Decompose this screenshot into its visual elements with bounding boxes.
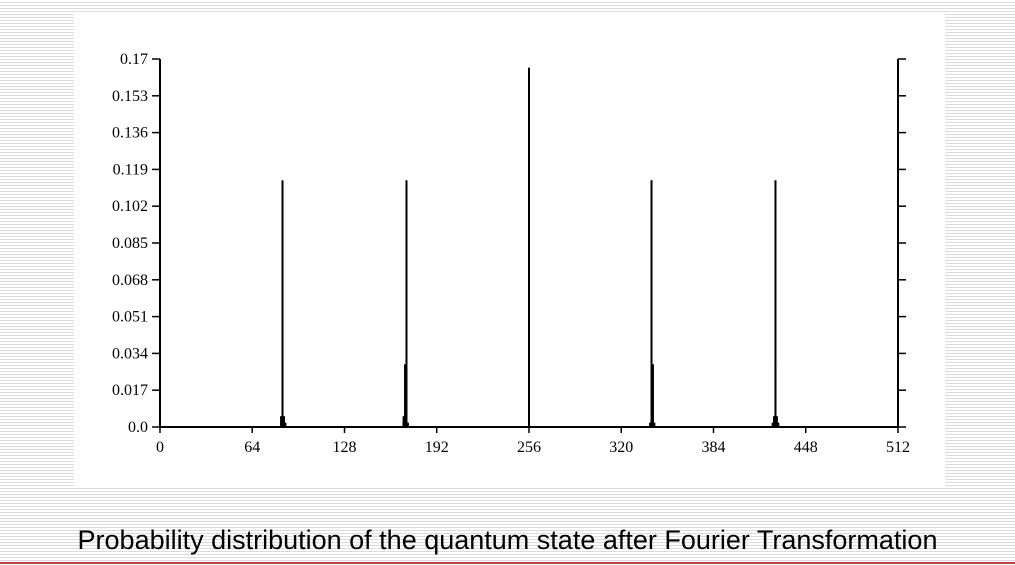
x-tick-label: 384 [702, 439, 726, 456]
bottom-rule [0, 562, 1015, 564]
y-tick-label: 0.051 [112, 309, 148, 326]
x-tick-label: 0 [156, 439, 164, 456]
y-tick-label: 0.102 [112, 198, 148, 215]
x-tick-label: 192 [425, 439, 449, 456]
x-tick-label: 512 [886, 439, 910, 456]
y-tick-label: 0.068 [112, 272, 148, 289]
x-tick-label: 320 [609, 439, 633, 456]
y-tick-label: 0.034 [112, 345, 148, 362]
y-tick-label: 0.17 [120, 51, 148, 68]
y-tick-label: 0.119 [113, 161, 148, 178]
probability-chart: 0.0 0.017 0.034 0.051 0.068 0.085 0.102 0.119 0.… [112, 51, 910, 456]
y-tick-label: 0.085 [112, 235, 148, 252]
y-tick-label: 0.0 [128, 419, 148, 436]
y-tick-label: 0.136 [112, 125, 148, 142]
x-tick-label: 128 [333, 439, 357, 456]
x-tick-label: 64 [244, 439, 260, 456]
x-tick-label: 256 [517, 439, 541, 456]
y-tick-label: 0.017 [112, 382, 148, 399]
y-tick-label: 0.153 [112, 88, 148, 105]
x-tick-label: 448 [794, 439, 818, 456]
slide-caption: Probability distribution of the quantum … [77, 525, 938, 555]
chart-panel: 0.0 0.017 0.034 0.051 0.068 0.085 0.102 0.119 0.… [74, 14, 945, 488]
